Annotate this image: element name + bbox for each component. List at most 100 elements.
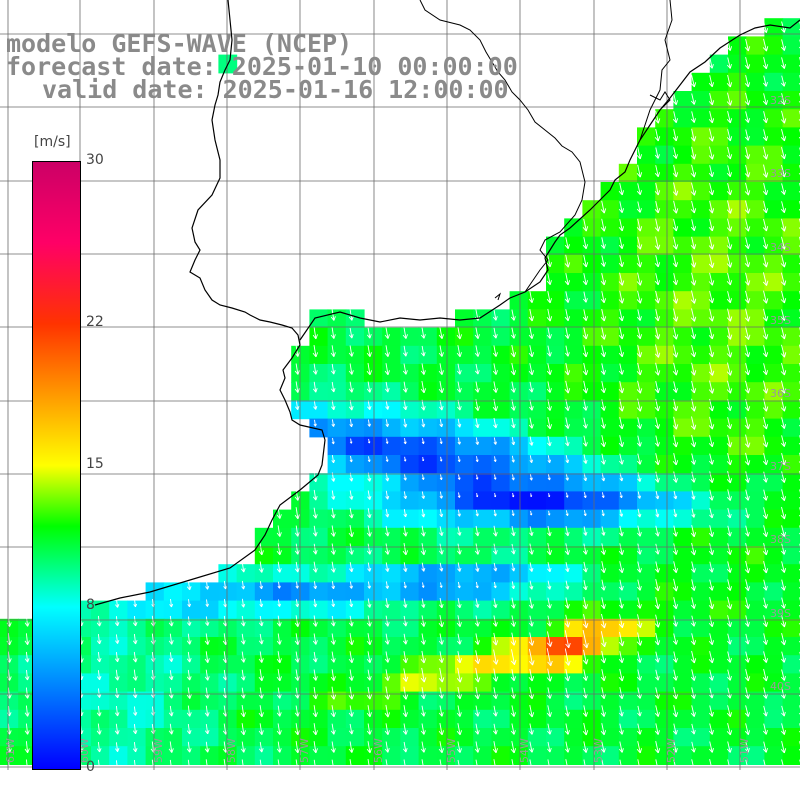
wind-arrow: [420, 723, 426, 735]
wind-speed-cell: [455, 418, 474, 438]
wind-speed-cell: [273, 509, 292, 529]
colorbar: [32, 161, 81, 770]
wind-arrow: [618, 201, 625, 213]
wind-speed-cell: [600, 218, 620, 238]
wind-arrow: [402, 651, 408, 664]
wind-arrow: [726, 434, 733, 448]
wind-arrow: [780, 579, 786, 591]
wind-speed-cell: [673, 527, 693, 547]
wind-speed-cell: [400, 364, 420, 383]
wind-arrow: [726, 254, 733, 268]
wind-speed-cell: [491, 564, 511, 583]
wind-speed-cell: [764, 691, 784, 711]
wind-arrow: [600, 326, 607, 340]
wind-speed-cell: [418, 728, 438, 747]
wind-speed-cell: [364, 455, 383, 474]
wind-speed-cell: [728, 200, 747, 219]
wind-arrow: [690, 111, 696, 123]
wind-speed-cell: [509, 436, 529, 456]
wind-speed-cell: [564, 273, 583, 292]
wind-speed-cell: [491, 673, 511, 693]
wind-speed-cell: [618, 218, 638, 238]
latitude-label: 36S: [770, 387, 791, 400]
wind-speed-cell: [364, 382, 383, 401]
wind-arrow: [690, 416, 697, 430]
wind-arrow: [618, 237, 624, 249]
wind-arrow: [708, 75, 715, 88]
wind-speed-cell: [691, 473, 711, 492]
wind-arrow: [492, 363, 498, 375]
wind-arrow: [762, 542, 769, 556]
wind-arrow: [367, 400, 372, 410]
wind-arrow: [330, 686, 337, 700]
wind-speed-cell: [709, 400, 729, 420]
wind-speed-cell: [200, 637, 219, 656]
wind-speed-cell: [400, 509, 420, 529]
wind-arrow: [582, 614, 589, 629]
wind-arrow: [349, 581, 353, 589]
wind-arrow: [528, 615, 534, 627]
wind-arrow: [420, 741, 426, 753]
wind-arrow: [636, 147, 643, 160]
wind-arrow: [763, 705, 768, 717]
wind-speed-cell: [600, 200, 620, 219]
wind-arrow: [744, 218, 751, 232]
wind-speed-cell: [655, 345, 674, 365]
wind-arrow: [780, 597, 786, 609]
wind-arrow: [204, 741, 210, 753]
wind-arrow: [277, 581, 281, 589]
wind-arrow: [367, 508, 372, 519]
wind-speed-cell: [673, 509, 693, 529]
wind-arrow: [600, 650, 607, 664]
wind-speed-cell: [436, 418, 456, 438]
wind-arrow: [384, 327, 390, 339]
wind-arrow: [439, 491, 443, 499]
wind-arrow: [780, 687, 786, 699]
wind-arrow: [223, 598, 228, 608]
wind-speed-cell: [400, 455, 420, 474]
wind-speed-cell: [746, 618, 765, 638]
wind-arrow: [564, 273, 571, 286]
wind-speed-cell: [564, 418, 583, 438]
wind-arrow: [600, 723, 607, 736]
wind-arrow: [744, 290, 751, 304]
wind-speed-cell: [145, 582, 165, 602]
wind-speed-cell: [200, 582, 219, 602]
wind-speed-cell: [709, 345, 729, 365]
wind-speed-cell: [764, 91, 784, 110]
wind-arrow: [312, 381, 318, 393]
wind-arrow: [294, 381, 300, 393]
wind-speed-cell: [673, 345, 693, 365]
wind-arrow: [24, 723, 30, 735]
wind-arrow: [672, 651, 678, 663]
wind-arrow: [726, 596, 733, 610]
wind-speed-cell: [618, 546, 638, 565]
wind-speed-cell: [782, 327, 800, 347]
coastline-uruguay-brazil: [299, 19, 800, 341]
wind-arrow: [331, 599, 336, 607]
wind-speed-cell: [527, 618, 547, 638]
wind-arrow: [762, 218, 769, 232]
wind-speed-cell: [327, 400, 347, 420]
wind-speed-cell: [345, 746, 365, 765]
wind-speed-cell: [345, 491, 365, 511]
wind-speed-cell: [309, 691, 329, 711]
wind-arrow: [529, 455, 534, 463]
wind-speed-cell: [418, 382, 438, 401]
wind-arrow: [168, 670, 174, 681]
wind-arrow: [132, 616, 138, 627]
title-forecast-date: forecast date: 2025-01-10 00:00:00: [6, 52, 518, 81]
wind-speed-cell: [673, 200, 693, 219]
wind-speed-cell: [254, 709, 274, 729]
wind-arrow: [726, 128, 733, 142]
wind-speed-cell: [782, 291, 800, 310]
wind-arrow: [276, 525, 282, 537]
wind-speed-cell: [691, 436, 711, 456]
wind-arrow: [762, 182, 769, 196]
wind-arrow: [672, 147, 678, 159]
wind-arrow: [276, 633, 282, 645]
wind-arrow: [600, 453, 606, 465]
wind-arrow: [330, 525, 336, 537]
wind-arrow: [744, 723, 751, 736]
wind-arrow: [726, 452, 733, 466]
